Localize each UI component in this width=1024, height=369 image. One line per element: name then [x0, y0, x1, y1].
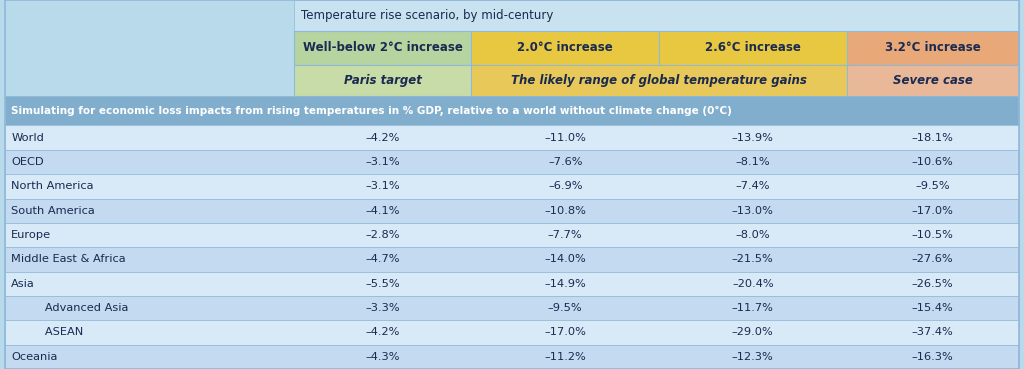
Bar — [5, 296, 1019, 320]
Text: Paris target: Paris target — [344, 74, 422, 87]
Text: Simulating for economic loss impacts from rising temperatures in % GDP, relative: Simulating for economic loss impacts fro… — [11, 106, 732, 116]
Text: –13.0%: –13.0% — [732, 206, 774, 216]
Bar — [5, 65, 294, 96]
Bar — [5, 31, 294, 65]
Bar — [5, 223, 1019, 247]
Text: 2.6°C increase: 2.6°C increase — [705, 41, 801, 55]
Bar — [471, 31, 659, 65]
Text: –14.9%: –14.9% — [545, 279, 586, 289]
Text: –9.5%: –9.5% — [548, 303, 583, 313]
Text: North America: North America — [11, 181, 94, 192]
Bar — [5, 150, 1019, 174]
Text: World: World — [11, 132, 44, 143]
Text: –7.7%: –7.7% — [548, 230, 583, 240]
Text: –37.4%: –37.4% — [911, 327, 953, 338]
Text: –18.1%: –18.1% — [911, 132, 953, 143]
Text: –12.3%: –12.3% — [732, 352, 774, 362]
Bar — [5, 96, 1019, 125]
Text: –14.0%: –14.0% — [545, 254, 586, 265]
Text: –21.5%: –21.5% — [732, 254, 774, 265]
Text: Europe: Europe — [11, 230, 51, 240]
Text: –17.0%: –17.0% — [545, 327, 586, 338]
Bar — [5, 0, 294, 31]
Bar — [5, 247, 1019, 272]
Text: –11.7%: –11.7% — [732, 303, 774, 313]
Bar — [5, 125, 1019, 150]
Text: –4.1%: –4.1% — [366, 206, 400, 216]
Text: –15.4%: –15.4% — [911, 303, 953, 313]
Bar — [294, 0, 1019, 31]
Bar — [5, 272, 1019, 296]
Text: –3.1%: –3.1% — [366, 157, 400, 167]
Bar — [659, 31, 847, 65]
Text: –7.4%: –7.4% — [735, 181, 770, 192]
Text: –4.3%: –4.3% — [366, 352, 400, 362]
Text: –13.9%: –13.9% — [732, 132, 774, 143]
Text: –10.6%: –10.6% — [911, 157, 953, 167]
Text: –11.0%: –11.0% — [545, 132, 586, 143]
Text: Temperature rise scenario, by mid-century: Temperature rise scenario, by mid-centur… — [301, 9, 554, 22]
Text: –10.8%: –10.8% — [545, 206, 586, 216]
Text: –29.0%: –29.0% — [732, 327, 774, 338]
Text: –8.0%: –8.0% — [735, 230, 770, 240]
Text: –5.5%: –5.5% — [366, 279, 400, 289]
Text: Oceania: Oceania — [11, 352, 57, 362]
Text: –6.9%: –6.9% — [548, 181, 583, 192]
Text: –16.3%: –16.3% — [911, 352, 953, 362]
Text: Well-below 2°C increase: Well-below 2°C increase — [303, 41, 463, 55]
Text: –2.8%: –2.8% — [366, 230, 400, 240]
Bar — [5, 345, 1019, 369]
Text: –4.2%: –4.2% — [366, 327, 400, 338]
Text: ASEAN: ASEAN — [34, 327, 83, 338]
Text: Advanced Asia: Advanced Asia — [34, 303, 128, 313]
Bar — [847, 65, 1019, 96]
Text: –17.0%: –17.0% — [911, 206, 953, 216]
Text: The likely range of global temperature gains: The likely range of global temperature g… — [511, 74, 807, 87]
Text: –9.5%: –9.5% — [915, 181, 950, 192]
Bar — [847, 31, 1019, 65]
Text: OECD: OECD — [11, 157, 44, 167]
Bar — [294, 31, 471, 65]
Text: Asia: Asia — [11, 279, 35, 289]
Text: –11.2%: –11.2% — [545, 352, 586, 362]
Bar — [5, 174, 1019, 199]
Text: Middle East & Africa: Middle East & Africa — [11, 254, 126, 265]
Text: 3.2°C increase: 3.2°C increase — [885, 41, 981, 55]
Text: South America: South America — [11, 206, 95, 216]
Text: –27.6%: –27.6% — [912, 254, 953, 265]
Bar — [5, 320, 1019, 345]
Text: –4.2%: –4.2% — [366, 132, 400, 143]
Text: –26.5%: –26.5% — [912, 279, 953, 289]
Text: –10.5%: –10.5% — [911, 230, 953, 240]
Bar — [5, 199, 1019, 223]
Text: –20.4%: –20.4% — [732, 279, 773, 289]
Text: –8.1%: –8.1% — [735, 157, 770, 167]
Text: –3.1%: –3.1% — [366, 181, 400, 192]
Text: 2.0°C increase: 2.0°C increase — [517, 41, 613, 55]
Text: –7.6%: –7.6% — [548, 157, 583, 167]
Text: Severe case: Severe case — [893, 74, 973, 87]
Text: –4.7%: –4.7% — [366, 254, 400, 265]
Text: –3.3%: –3.3% — [366, 303, 400, 313]
Bar — [471, 65, 847, 96]
Bar — [294, 65, 471, 96]
